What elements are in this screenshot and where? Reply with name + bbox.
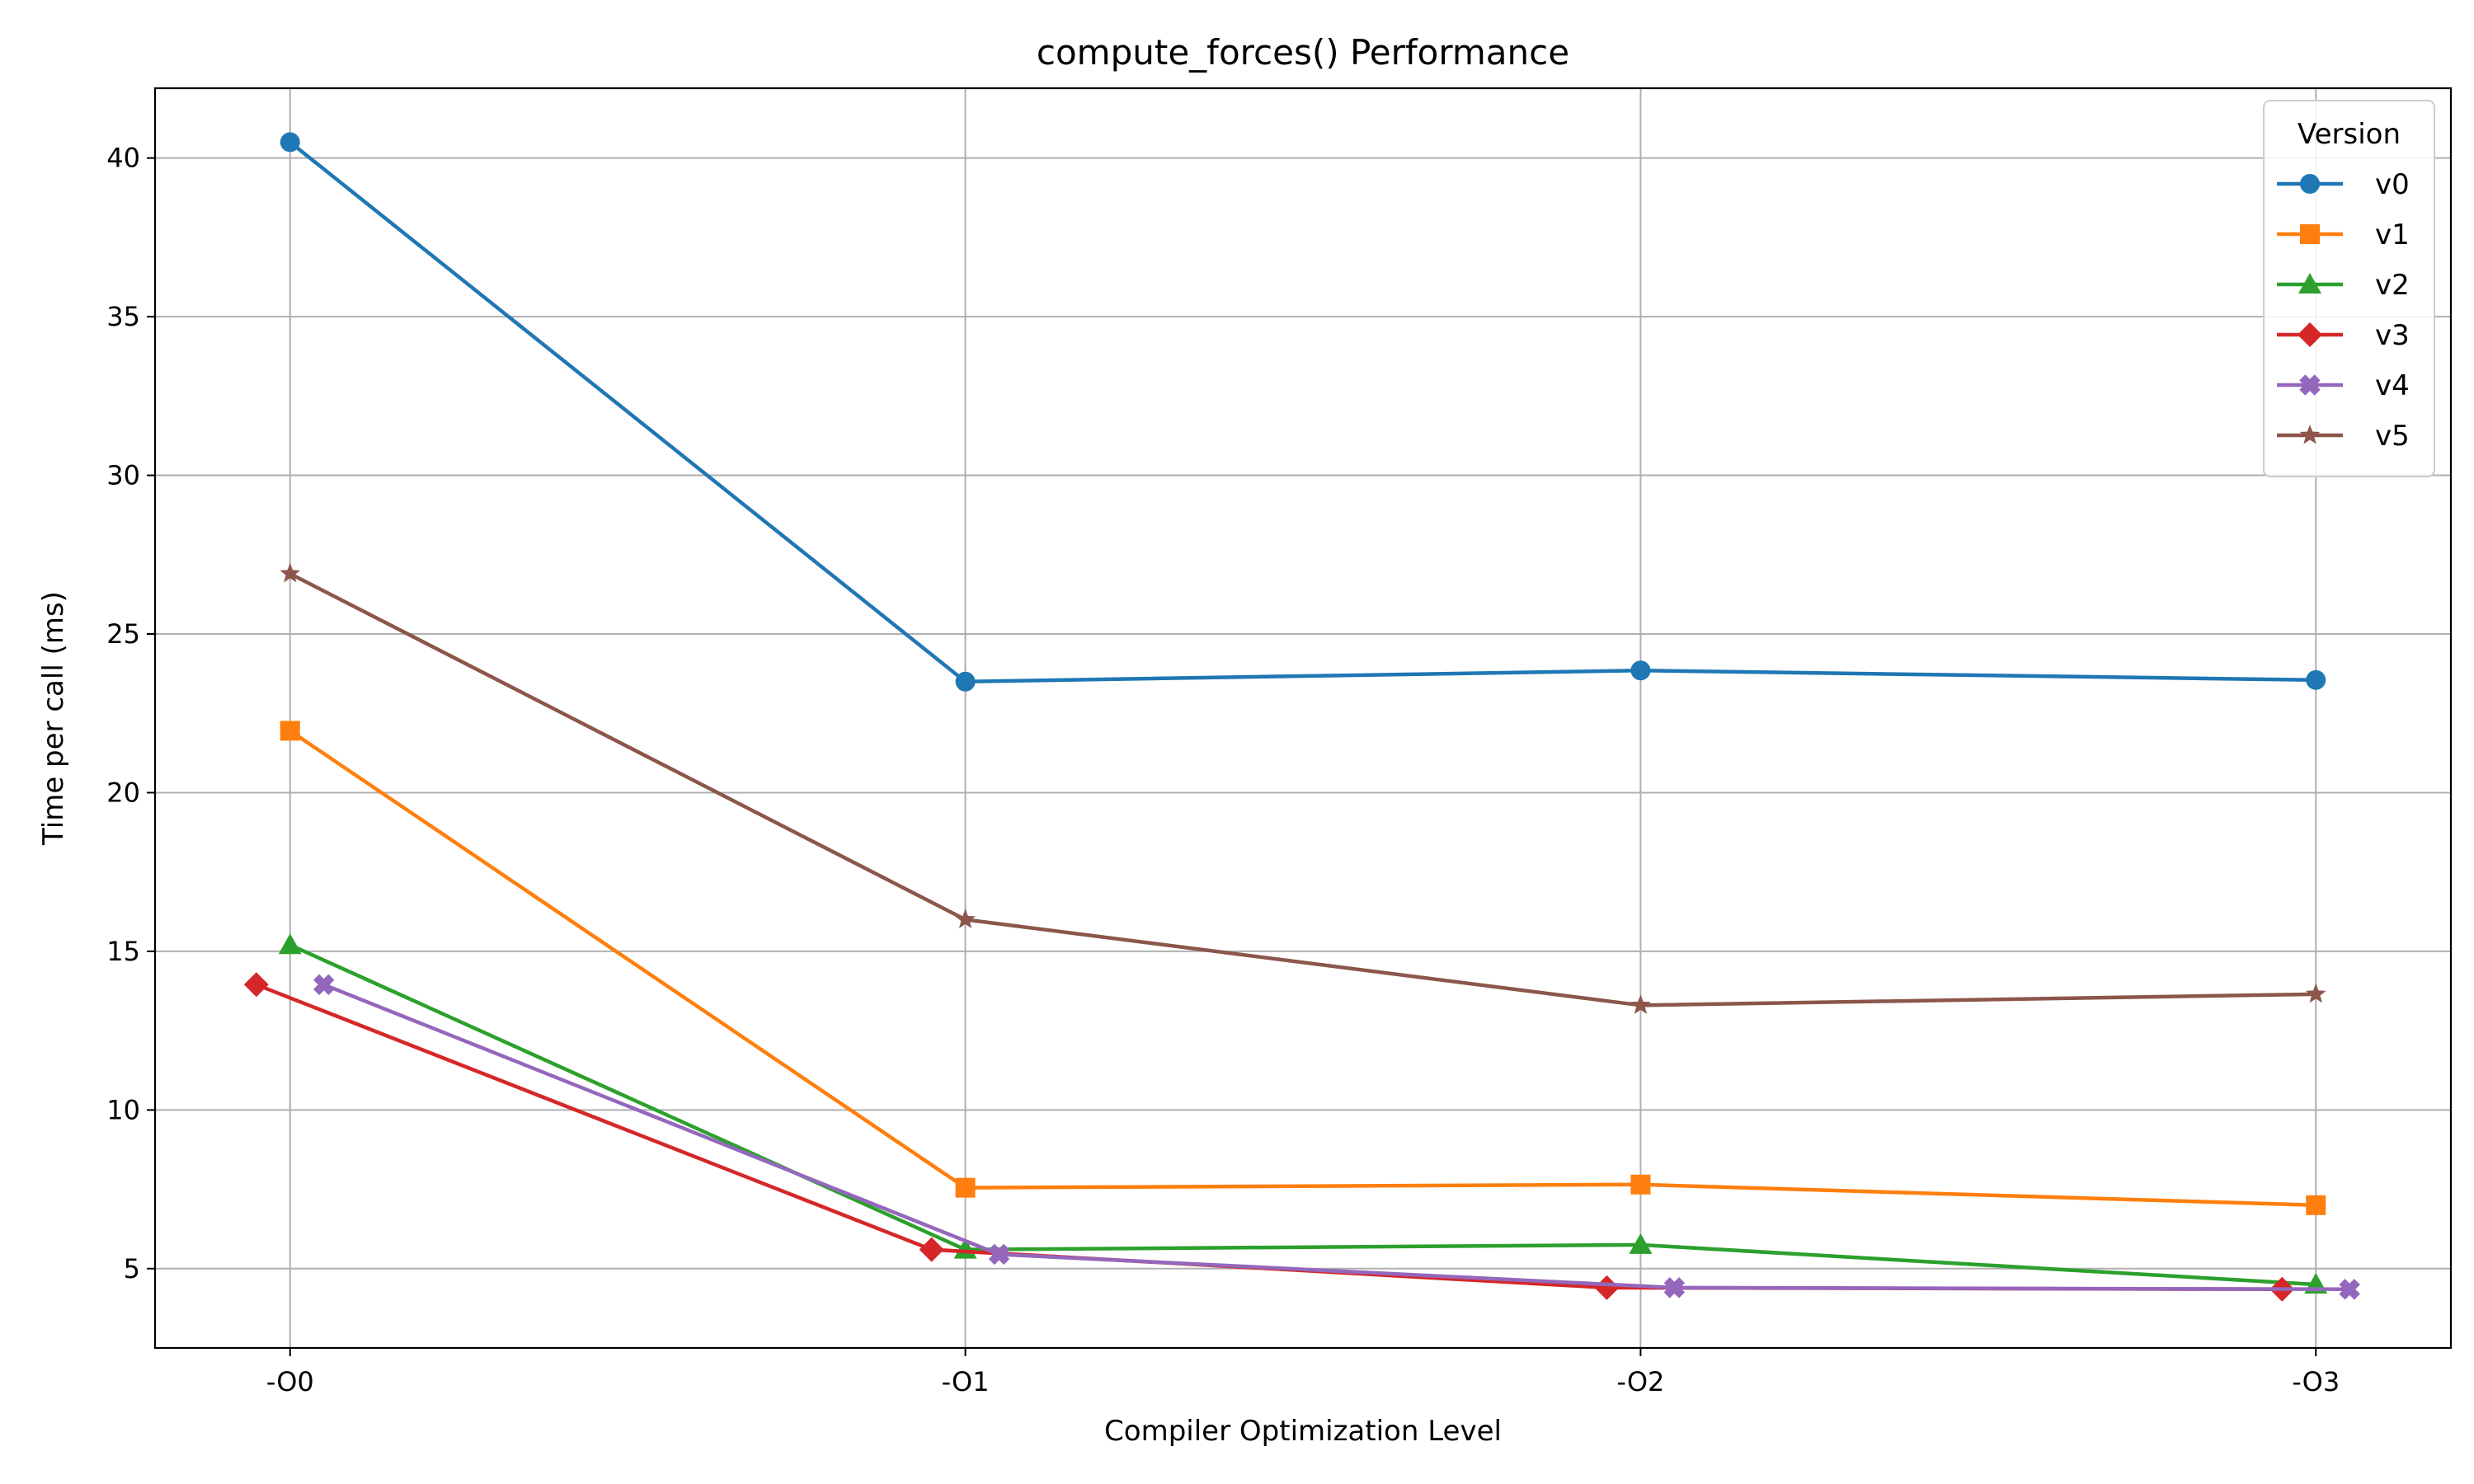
data-point-v5 bbox=[955, 909, 976, 928]
x-tick-label: -O3 bbox=[2292, 1366, 2340, 1397]
series-v1 bbox=[280, 721, 2326, 1215]
series-line-v2 bbox=[289, 943, 2316, 1287]
x-tick-label: -O1 bbox=[942, 1366, 990, 1397]
legend-entry-v5: v5 bbox=[2277, 420, 2410, 453]
data-point-v4 bbox=[1663, 1277, 1686, 1298]
series-line-v5 bbox=[289, 571, 2316, 1007]
chart-title: compute_forces() Performance bbox=[1037, 32, 1569, 73]
legend-label: v4 bbox=[2375, 369, 2410, 402]
data-point-v3 bbox=[1594, 1275, 1620, 1300]
x-tick-label: -O0 bbox=[266, 1366, 314, 1397]
legend-entry-v0: v0 bbox=[2277, 168, 2410, 201]
data-point-v0 bbox=[2306, 669, 2326, 690]
legend-entry-v3: v3 bbox=[2277, 319, 2410, 352]
y-tick-label: 5 bbox=[124, 1253, 140, 1284]
series-layer bbox=[243, 132, 2360, 1302]
data-point-v4 bbox=[2339, 1279, 2360, 1300]
y-tick-label: 25 bbox=[106, 618, 140, 650]
data-point-v1 bbox=[1630, 1174, 1651, 1195]
legend-label: v0 bbox=[2375, 168, 2410, 201]
data-point-v2 bbox=[1629, 1233, 1653, 1254]
series-line-v4 bbox=[322, 983, 2350, 1292]
y-tick-label: 10 bbox=[106, 1094, 140, 1125]
legend-entry-v4: v4 bbox=[2277, 369, 2410, 402]
data-point-v5 bbox=[280, 562, 301, 583]
legend-marker bbox=[2298, 322, 2322, 347]
data-point-v3 bbox=[243, 972, 269, 998]
data-point-v0 bbox=[1630, 660, 1651, 681]
legend-entry-v1: v1 bbox=[2277, 218, 2410, 251]
data-point-v5 bbox=[2305, 983, 2326, 1003]
legend-label: v5 bbox=[2375, 420, 2410, 453]
data-point-v0 bbox=[280, 132, 300, 153]
series-line-v0 bbox=[289, 140, 2316, 683]
legend-label: v2 bbox=[2375, 269, 2410, 302]
x-tick-label: -O2 bbox=[1616, 1366, 1664, 1397]
data-point-v1 bbox=[2306, 1195, 2326, 1215]
legend-marker bbox=[2300, 174, 2320, 194]
x-axis-label: Compiler Optimization Level bbox=[1104, 1415, 1502, 1448]
data-point-v1 bbox=[280, 721, 300, 741]
y-tick-label: 40 bbox=[106, 143, 140, 174]
data-point-v4 bbox=[988, 1243, 1010, 1266]
legend-title: Version bbox=[2298, 118, 2401, 151]
y-tick-label: 35 bbox=[106, 301, 140, 332]
data-point-v5 bbox=[1630, 994, 1651, 1014]
plot-frame bbox=[153, 87, 2453, 1350]
axis-ticks: -O0 -O1 -O2 -O3 5 10 15 20 25 30 35 40 bbox=[106, 143, 2340, 1397]
legend: Version v0 v1 v2 v3 v4 v5 bbox=[2263, 100, 2435, 477]
series-v0 bbox=[280, 132, 2326, 692]
series-line-v1 bbox=[289, 729, 2316, 1208]
series-v5 bbox=[280, 562, 2326, 1014]
legend-label: v3 bbox=[2375, 319, 2410, 352]
y-tick-label: 15 bbox=[106, 936, 140, 967]
legend-marker bbox=[2299, 425, 2321, 444]
legend-marker bbox=[2298, 273, 2321, 294]
data-point-v1 bbox=[955, 1177, 976, 1198]
data-point-v3 bbox=[919, 1237, 944, 1262]
data-point-v2 bbox=[278, 933, 302, 955]
y-tick-label: 30 bbox=[106, 460, 140, 491]
series-v4 bbox=[313, 974, 2360, 1300]
legend-marker bbox=[2299, 374, 2321, 396]
legend-marker bbox=[2300, 224, 2320, 244]
y-axis-label: Time per call (ms) bbox=[37, 591, 70, 846]
legend-label: v1 bbox=[2375, 218, 2410, 251]
data-point-v4 bbox=[313, 974, 335, 996]
legend-entry-v2: v2 bbox=[2277, 269, 2410, 302]
y-tick-label: 20 bbox=[106, 777, 140, 808]
data-point-v0 bbox=[955, 671, 976, 692]
